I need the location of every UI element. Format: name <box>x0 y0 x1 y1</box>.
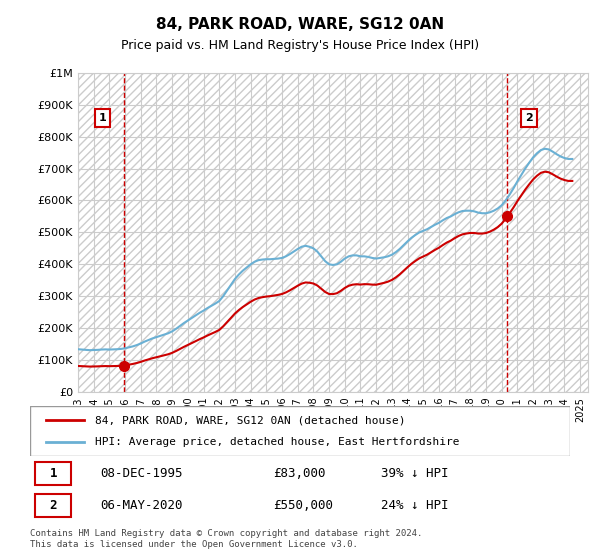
FancyBboxPatch shape <box>30 406 570 456</box>
Text: HPI: Average price, detached house, East Hertfordshire: HPI: Average price, detached house, East… <box>95 437 460 447</box>
Text: 39% ↓ HPI: 39% ↓ HPI <box>381 467 449 480</box>
Text: 1: 1 <box>49 467 57 480</box>
FancyBboxPatch shape <box>35 494 71 517</box>
Text: Contains HM Land Registry data © Crown copyright and database right 2024.
This d: Contains HM Land Registry data © Crown c… <box>30 529 422 549</box>
Text: Price paid vs. HM Land Registry's House Price Index (HPI): Price paid vs. HM Land Registry's House … <box>121 39 479 52</box>
Text: 24% ↓ HPI: 24% ↓ HPI <box>381 499 449 512</box>
Text: £550,000: £550,000 <box>273 499 333 512</box>
Text: 1: 1 <box>98 113 106 123</box>
Text: 84, PARK ROAD, WARE, SG12 0AN (detached house): 84, PARK ROAD, WARE, SG12 0AN (detached … <box>95 415 406 425</box>
Text: 06-MAY-2020: 06-MAY-2020 <box>100 499 182 512</box>
Text: 2: 2 <box>525 113 533 123</box>
Text: 08-DEC-1995: 08-DEC-1995 <box>100 467 182 480</box>
FancyBboxPatch shape <box>35 462 71 485</box>
Text: 2: 2 <box>49 499 57 512</box>
Text: 84, PARK ROAD, WARE, SG12 0AN: 84, PARK ROAD, WARE, SG12 0AN <box>156 17 444 32</box>
Text: £83,000: £83,000 <box>273 467 325 480</box>
